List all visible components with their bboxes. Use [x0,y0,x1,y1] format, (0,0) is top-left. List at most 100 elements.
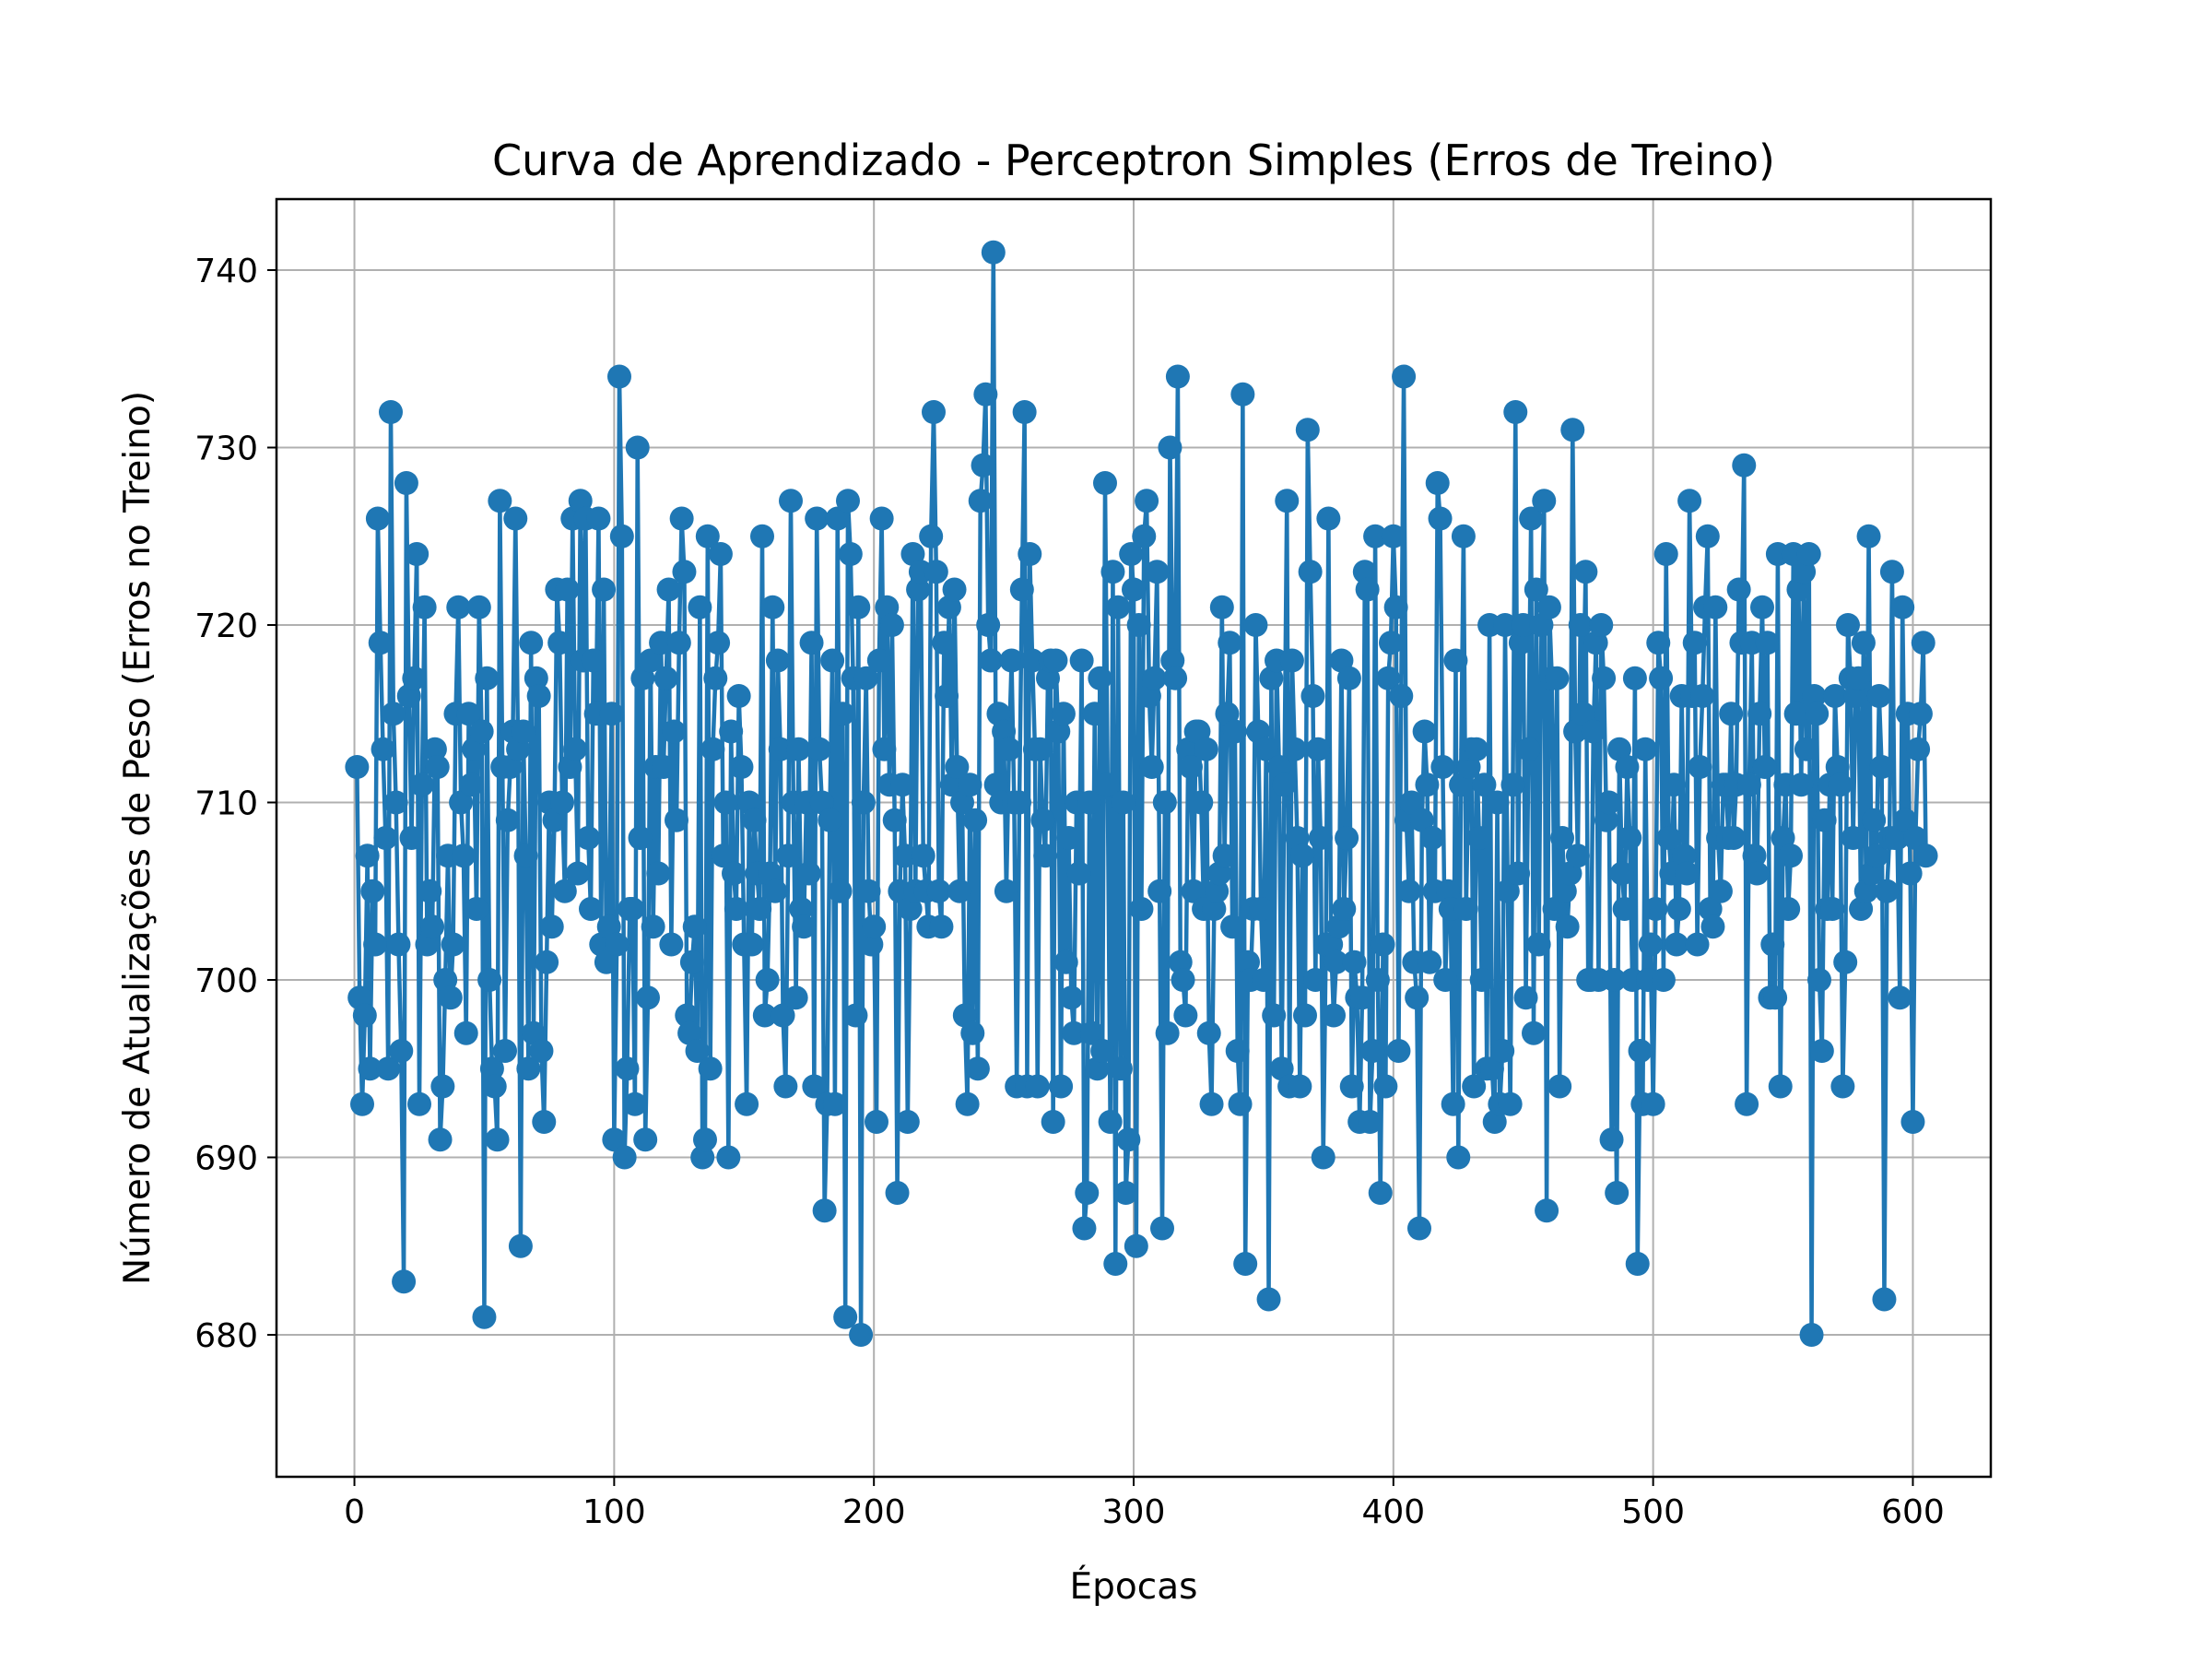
data-point [866,648,891,673]
data-point [1113,1181,1138,1205]
data-point [1196,1020,1221,1045]
data-point [1802,684,1827,708]
data-point [1205,879,1230,903]
data-point [1809,1039,1834,1063]
data-point [1350,985,1374,1010]
data-point [698,1056,723,1081]
data-point [1122,577,1146,602]
data-point [493,1039,517,1063]
x-tick-label: 0 [344,1493,365,1531]
data-point [1498,1091,1523,1116]
data-point [1322,1003,1346,1028]
data-point [760,595,785,619]
data-point [1383,595,1408,619]
data-point [1594,808,1618,832]
data-point [1747,702,1772,726]
data-point [1360,1039,1385,1063]
data-point [1412,719,1437,744]
data-point [1688,755,1712,779]
data-point [519,631,544,655]
data-point [708,542,733,566]
data-point [350,1091,374,1116]
data-point [602,1127,627,1152]
data-point [503,506,528,531]
data-point [729,755,754,779]
data-point [1783,702,1808,726]
data-point [579,897,603,921]
data-point [547,631,572,655]
data-point [1150,1216,1174,1241]
data-point [1275,489,1300,513]
data-point [1295,418,1320,442]
data-point [792,914,817,939]
data-point [607,364,631,389]
data-point [682,914,707,939]
data-point [693,1127,717,1152]
y-tick-label: 700 [194,962,258,1000]
data-point [1656,826,1681,850]
data-point [1056,826,1081,850]
data-point [576,826,601,850]
data-point [853,666,878,690]
data-point [1088,666,1112,690]
data-point [1279,648,1304,673]
data-point [999,648,1024,673]
data-point [1677,489,1702,513]
data-point [532,1110,557,1134]
data-point [1638,932,1663,957]
data-point [862,914,887,939]
x-tick-label: 600 [1881,1493,1945,1531]
data-point [555,577,580,602]
data-point [1820,897,1845,921]
data-point [685,1039,710,1063]
data-point [1506,861,1531,886]
data-point [1807,968,1831,992]
data-point [425,755,450,779]
data-point [929,914,954,939]
data-point [1399,790,1424,815]
data-point [1009,577,1034,602]
data-point [836,489,860,513]
data-point [409,773,434,797]
data-point [1573,560,1598,584]
data-point [1173,1003,1198,1028]
data-point [1365,968,1390,992]
data-point [1288,1074,1312,1099]
data-point [924,560,948,584]
data-point [456,702,481,726]
data-point [1911,631,1936,655]
data-point [622,1091,647,1116]
data-point [508,1233,533,1258]
data-point [1163,666,1188,690]
data-point [742,808,767,832]
data-point [1371,932,1395,957]
data-point [1256,1287,1281,1312]
data-point [1466,826,1491,850]
data-point [1615,755,1640,779]
data-point [1126,613,1151,637]
data-point [1386,1039,1411,1063]
data-point [386,932,411,957]
data-point [1230,382,1255,407]
data-point [625,435,650,460]
data-point [879,613,904,637]
data-point [441,932,465,957]
data-point [1381,524,1406,548]
data-point [459,773,484,797]
data-point [851,790,876,815]
data-point [1653,542,1678,566]
data-point [1079,1020,1104,1045]
data-point [563,737,588,761]
data-point [1903,826,1928,850]
data-point [1633,737,1658,761]
data-point [1547,1074,1572,1099]
data-point [1436,879,1460,903]
data-point [649,631,674,655]
data-point [1763,985,1788,1010]
data-point [1451,524,1476,548]
data-point [646,861,671,886]
data-point [412,595,437,619]
data-point [529,1039,554,1063]
data-point [633,1127,658,1152]
data-point [355,843,380,868]
